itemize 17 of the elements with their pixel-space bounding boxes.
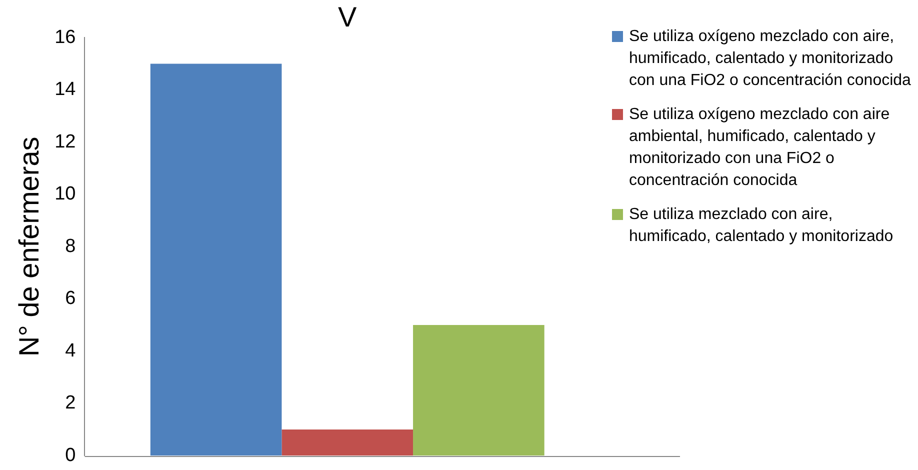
y-tick-label: 10 [54, 184, 76, 205]
legend-label: Se utiliza oxígeno mezclado con aire, humificado, calentado y monitorizado con una FiO2 o concentración conocida [629, 27, 912, 91]
y-tick-label: 6 [65, 288, 76, 310]
y-tick-label: 2 [65, 392, 76, 414]
bar [150, 64, 282, 456]
y-tick-label: 14 [54, 79, 76, 100]
y-axis-title: N° de enfermeras [14, 136, 45, 356]
legend-label: Se utiliza mezclado con aire, humificado, calentado y monitorizado [629, 205, 894, 247]
bar [413, 324, 544, 456]
bar [282, 429, 414, 456]
y-tick-label: 0 [65, 444, 76, 466]
legend-label: Se utiliza oxígeno mezclado con aire ambiental, humificado, calentado y monitorizado con una FiO2 o concentración conocida [629, 105, 891, 191]
y-tick-label: 8 [65, 236, 76, 257]
y-tick-label: 12 [54, 131, 76, 152]
y-tick-label: 4 [65, 340, 76, 362]
x-tick-label: V [338, 2, 358, 33]
y-tick-label: 16 [54, 26, 76, 48]
